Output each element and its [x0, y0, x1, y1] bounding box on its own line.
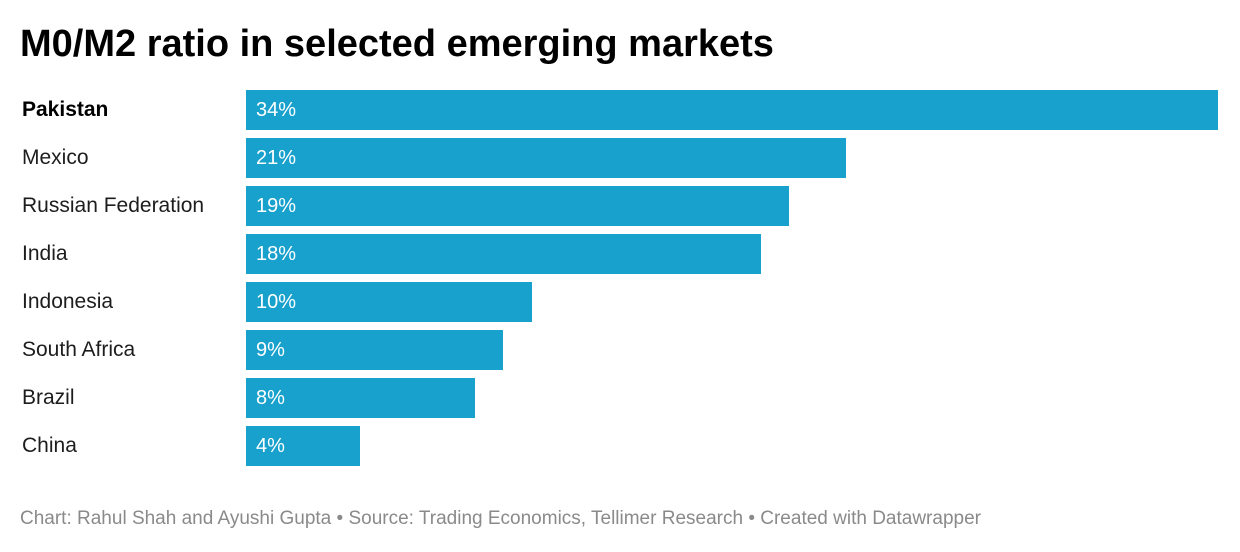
- category-label-pakistan: Pakistan: [22, 98, 109, 121]
- bar-brazil: 8%: [246, 378, 475, 418]
- bar-china: 4%: [246, 426, 360, 466]
- bar-mexico: 21%: [246, 138, 846, 178]
- bar-india: 18%: [246, 234, 761, 274]
- value-label-south-africa: 9%: [256, 339, 285, 361]
- chart-footer: Chart: Rahul Shah and Ayushi Gupta • Sou…: [20, 508, 981, 529]
- category-label-mexico: Mexico: [22, 146, 89, 169]
- bar-south-africa: 9%: [246, 330, 503, 370]
- category-label-china: China: [22, 434, 77, 457]
- category-label-south-africa: South Africa: [22, 338, 136, 361]
- value-label-indonesia: 10%: [256, 291, 297, 313]
- bar-indonesia: 10%: [246, 282, 532, 322]
- bar-pakistan: 34%: [246, 90, 1218, 130]
- category-label-indonesia: Indonesia: [22, 290, 114, 313]
- category-label-india: India: [22, 242, 68, 265]
- bar-chart: Pakistan 34% Mexico 21% Russian Federation 19…: [22, 90, 1218, 466]
- value-label-russian-federation: 19%: [256, 195, 297, 217]
- value-label-brazil: 8%: [256, 387, 285, 409]
- category-label-brazil: Brazil: [22, 386, 75, 409]
- value-label-mexico: 21%: [256, 147, 297, 169]
- value-label-india: 18%: [256, 243, 297, 265]
- bar-russian-federation: 19%: [246, 186, 789, 226]
- category-label-russian-federation: Russian Federation: [22, 194, 205, 217]
- chart-title: M0/M2 ratio in selected emerging markets: [20, 23, 774, 65]
- value-label-pakistan: 34%: [256, 99, 297, 121]
- value-label-china: 4%: [256, 435, 285, 457]
